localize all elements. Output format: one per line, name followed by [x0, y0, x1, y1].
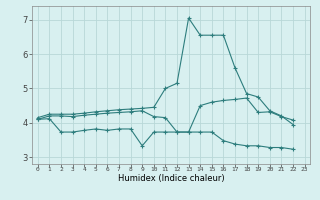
X-axis label: Humidex (Indice chaleur): Humidex (Indice chaleur) [118, 174, 225, 183]
